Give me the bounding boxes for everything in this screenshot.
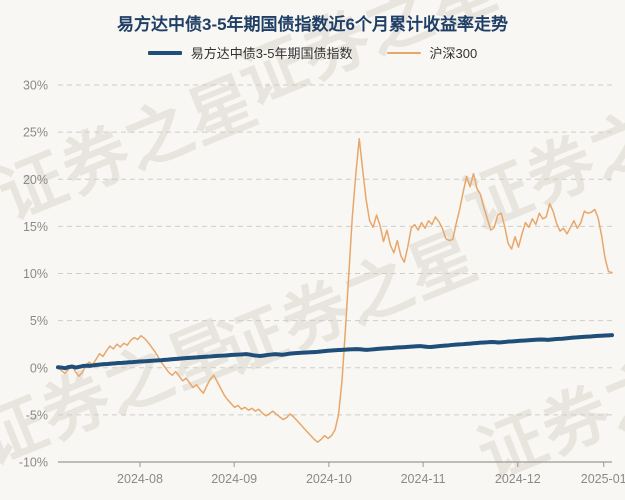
y-axis-tick-label: 20%	[23, 173, 48, 187]
x-axis-tick-label: 2025-01	[581, 472, 625, 486]
y-axis-tick-label: 0%	[30, 361, 48, 375]
series-line-secondary	[57, 137, 613, 443]
y-axis-tick-label: 5%	[30, 314, 48, 328]
legend-item-primary[interactable]: 易方达中债3-5年期国债指数	[147, 43, 353, 62]
legend-swatch-secondary	[386, 51, 421, 54]
series-line-primary	[56, 333, 614, 371]
y-axis-tick-label: 30%	[23, 79, 48, 93]
legend-item-secondary[interactable]: 沪深300	[386, 43, 478, 62]
x-axis-tick-label: 2024-10	[306, 472, 352, 486]
x-axis-tick-label: 2024-12	[495, 472, 541, 486]
x-axis-tick-label: 2024-08	[117, 472, 163, 486]
chart-title: 易方达中债3-5年期国债指数近6个月累计收益率走势	[116, 15, 509, 34]
legend-label-secondary: 沪深300	[429, 46, 478, 61]
y-axis-tick-label: 10%	[23, 267, 48, 281]
legend-label-primary: 易方达中债3-5年期国债指数	[190, 46, 353, 61]
x-axis-tick-label: 2024-11	[401, 472, 446, 486]
y-axis-tick-label: -5%	[26, 408, 48, 422]
chart-legend: 易方达中债3-5年期国债指数 沪深300	[0, 43, 625, 62]
y-axis-tick-label: 15%	[23, 220, 48, 234]
y-axis-tick-label: 25%	[23, 126, 48, 140]
legend-swatch-primary	[147, 50, 182, 55]
x-axis-tick-label: 2024-09	[211, 472, 257, 486]
y-axis-tick-label: -10%	[19, 456, 48, 470]
